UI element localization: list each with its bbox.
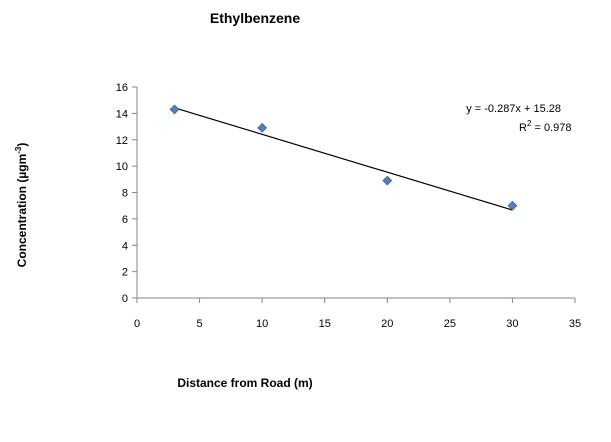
r-squared-value: = 0.978 [531,122,571,134]
y-axis-ticks: 0 2 4 6 8 10 12 14 16 [116,82,137,305]
y-axis-title-superscript: -3 [14,146,23,154]
x-tick-label: 5 [197,318,203,330]
data-point [257,122,268,133]
plot-area: 0 2 4 6 8 10 12 14 16 0 5 10 15 20 25 30 35 [116,82,581,330]
data-point [507,200,518,211]
data-point [382,175,393,186]
y-tick-label: 4 [122,240,128,252]
y-tick-label: 16 [116,82,128,94]
x-tick-label: 20 [381,318,393,330]
x-tick-label: 25 [444,318,456,330]
x-axis-title: Distance from Road (m) [177,376,312,390]
y-tick-label: 2 [122,267,128,279]
x-tick-label: 35 [569,318,581,330]
y-axis-title-main: Concentration (µgm [15,154,29,268]
r-squared-prefix: R [519,122,527,134]
x-tick-label: 0 [134,318,140,330]
trendline-equation: y = -0.287x + 15.28 [466,103,561,115]
y-tick-label: 12 [116,135,128,147]
y-axis-title: Concentration (µgm-3) [14,143,29,268]
trendline [174,107,513,211]
x-tick-label: 10 [256,318,268,330]
x-axis-ticks: 0 5 10 15 20 25 30 35 [134,298,581,330]
x-tick-label: 30 [506,318,518,330]
data-point [169,104,180,115]
y-tick-label: 14 [116,108,128,120]
r-squared-label: R2 = 0.978 [519,119,571,134]
r-squared-superscript: 2 [527,119,532,128]
y-tick-label: 6 [122,214,128,226]
data-points [169,104,518,211]
x-tick-label: 15 [319,318,331,330]
y-tick-label: 0 [122,293,128,305]
y-tick-label: 8 [122,188,128,200]
chart-title: Ethylbenzene [210,10,300,26]
y-axis-title-tail: ) [15,143,29,147]
y-tick-label: 10 [116,161,128,173]
